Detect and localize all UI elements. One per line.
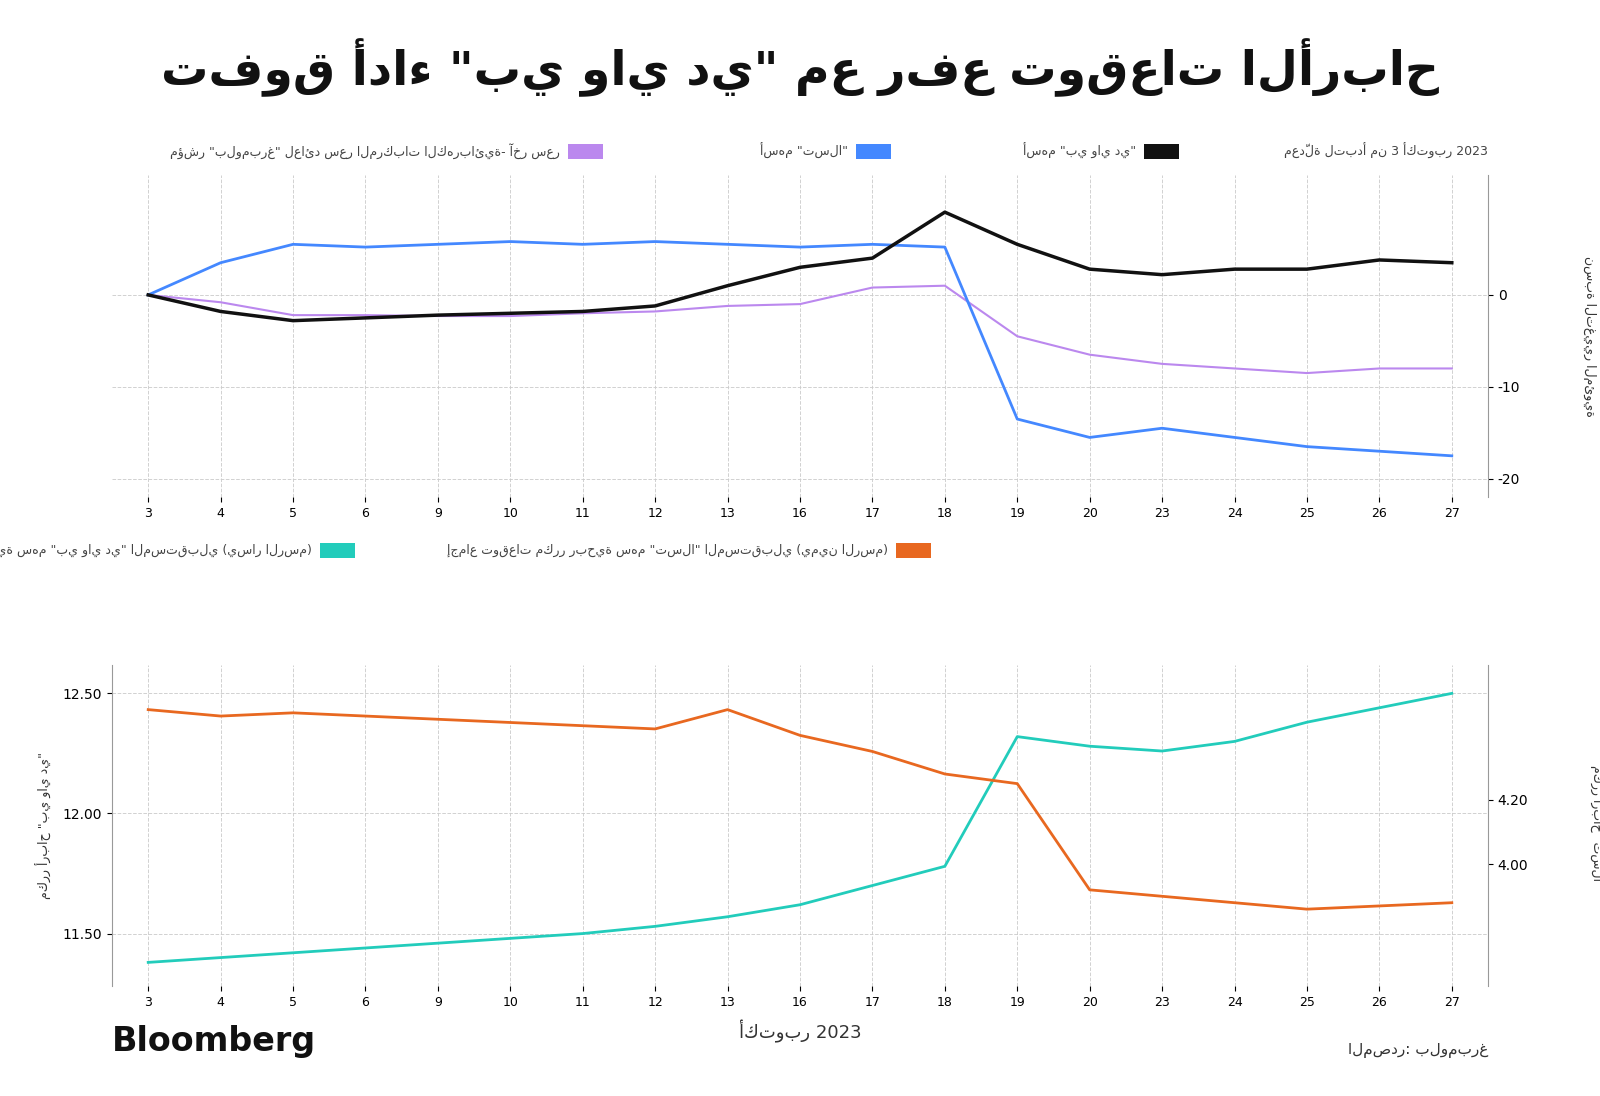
Text: Bloomberg: Bloomberg bbox=[112, 1025, 317, 1058]
Text: أسهم "بي واي دي": أسهم "بي واي دي" bbox=[1022, 144, 1136, 159]
Text: مؤشر "بلومبرغ" لعائد سعر المركبات الكهربائية- آخر سعر: مؤشر "بلومبرغ" لعائد سعر المركبات الكهرب… bbox=[170, 144, 560, 159]
Y-axis label: نسبة التغيير المئوية: نسبة التغيير المئوية bbox=[1584, 255, 1597, 416]
Text: المصدر: بلومبرغ: المصدر: بلومبرغ bbox=[1347, 1042, 1488, 1058]
Text: إجماع توقعات مكرر ربحية سهم "بي واي دي" المستقبلي (يسار الرسم): إجماع توقعات مكرر ربحية سهم "بي واي دي" … bbox=[0, 544, 312, 557]
Text: أسهم "تسلا": أسهم "تسلا" bbox=[760, 144, 848, 159]
Text: تفوق أداء "بي واي دي" مع رفع توقعات الأرباح: تفوق أداء "بي واي دي" مع رفع توقعات الأر… bbox=[162, 38, 1438, 98]
Y-axis label: مكرر أرباح "تسلا": مكرر أرباح "تسلا" bbox=[1589, 765, 1600, 887]
Text: إجماع توقعات مكرر ربحية سهم "تسلا" المستقبلي (يمين الرسم): إجماع توقعات مكرر ربحية سهم "تسلا" المست… bbox=[446, 544, 888, 557]
X-axis label: أكتوبر 2023: أكتوبر 2023 bbox=[739, 1020, 861, 1043]
Text: معدّلة لتبدأ من 3 أكتوبر 2023: معدّلة لتبدأ من 3 أكتوبر 2023 bbox=[1285, 144, 1488, 159]
Y-axis label: مكرر أرباح "بي واي دي": مكرر أرباح "بي واي دي" bbox=[35, 752, 51, 899]
